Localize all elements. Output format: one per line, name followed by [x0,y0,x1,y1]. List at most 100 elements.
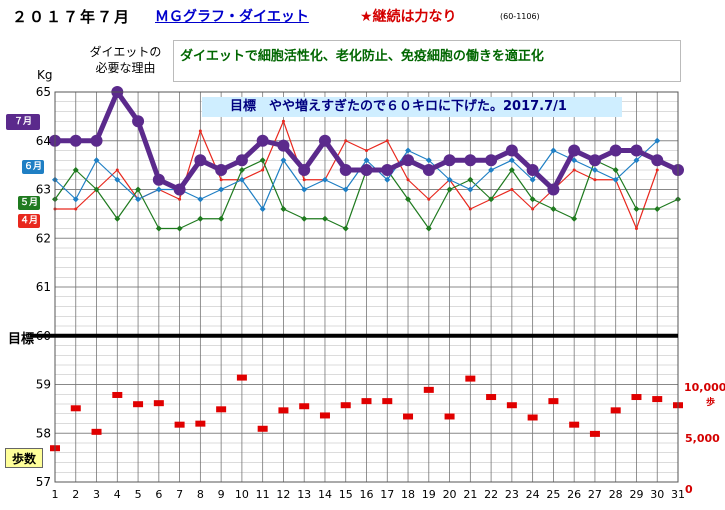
point-may [322,216,328,222]
y-axis-unit: Kg [37,68,53,82]
point-apr [199,130,202,133]
point-jul [298,164,310,176]
steps-marker [445,413,455,419]
steps-marker [548,398,558,404]
motto-text: ★継続は力なり [360,6,457,26]
point-apr [427,198,430,201]
x-tick-label: 19 [422,488,436,501]
point-jul [340,164,352,176]
point-apr [116,169,119,172]
point-jul [547,184,559,196]
point-jul [506,145,518,157]
x-tick-label: 28 [609,488,623,501]
steps-marker [195,421,205,427]
point-jul [257,135,269,147]
x-tick-label: 30 [650,488,664,501]
x-tick-label: 3 [93,488,100,501]
steps-marker [92,429,102,435]
x-tick-label: 9 [218,488,225,501]
point-jul [651,154,663,166]
point-jul [361,164,373,176]
point-may [633,206,639,212]
point-apr [178,198,181,201]
goal-label: 目標 [8,328,34,347]
steps-marker [71,405,81,411]
steps-marker [507,402,517,408]
point-may [156,226,162,232]
x-tick-label: 31 [671,488,685,501]
x-tick-label: 29 [629,488,643,501]
point-jul [236,154,248,166]
point-may [218,216,224,222]
steps-marker [278,407,288,413]
point-apr [220,178,223,181]
steps-marker [341,402,351,408]
x-tick-label: 13 [297,488,311,501]
month-title: ２０１７年７月 [12,6,131,27]
steps-marker [154,400,164,406]
point-jul [444,154,456,166]
y-tick-label: 64 [36,134,51,148]
point-jul [277,140,289,152]
point-apr [74,208,77,211]
x-tick-label: 27 [588,488,602,501]
y-tick-label: 65 [36,85,51,99]
steps-marker [133,401,143,407]
x-tick-label: 20 [443,488,457,501]
steps-marker [631,394,641,400]
x-tick-label: 7 [176,488,183,501]
x-tick-label: 21 [463,488,477,501]
point-jul [464,154,476,166]
point-jun [197,196,203,202]
steps-marker [590,431,600,437]
point-jun [156,187,162,193]
steps-marker [652,396,662,402]
steps-marker [382,398,392,404]
point-may [177,226,183,232]
x-tick-label: 11 [256,488,270,501]
point-may [571,216,577,222]
point-may [613,167,619,173]
steps-marker [424,387,434,393]
steps-axis-10000: 10,000 [684,381,725,394]
point-jun [218,187,224,193]
point-apr [386,139,389,142]
point-apr [593,178,596,181]
steps-marker [611,407,621,413]
x-tick-label: 8 [197,488,204,501]
point-apr [656,169,659,172]
graph-title-link[interactable]: ＭＧグラフ・ダイエット [155,6,309,26]
steps-marker [112,392,122,398]
steps-marker [362,398,372,404]
x-tick-label: 24 [526,488,540,501]
point-apr [365,149,368,152]
point-jul [91,135,103,147]
x-tick-label: 17 [380,488,394,501]
x-tick-label: 2 [72,488,79,501]
x-tick-label: 1 [52,488,59,501]
point-may [260,157,266,163]
steps-axis-5000: 5,000 [685,432,720,445]
steps-marker [258,426,268,432]
x-tick-label: 5 [135,488,142,501]
x-tick-label: 14 [318,488,332,501]
reason-label-line2: 必要な理由 [78,60,173,76]
point-jul [630,145,642,157]
point-jul [423,164,435,176]
point-apr [261,169,264,172]
steps-marker [403,413,413,419]
reason-textbox: ダイエットで細胞活性化、老化防止、免疫細胞の働きを適正化 [173,40,681,82]
steps-marker [299,403,309,409]
point-jul [174,184,186,196]
y-tick-label: 57 [36,475,51,489]
steps-marker [237,375,247,381]
point-jul [319,135,331,147]
point-may [550,206,556,212]
point-jul [568,145,580,157]
point-may [343,226,349,232]
steps-marker [216,406,226,412]
series-tag-may: ５月 [18,196,40,210]
x-tick-label: 15 [339,488,353,501]
series-tag-april: ４月 [18,214,40,228]
point-jul [610,145,622,157]
